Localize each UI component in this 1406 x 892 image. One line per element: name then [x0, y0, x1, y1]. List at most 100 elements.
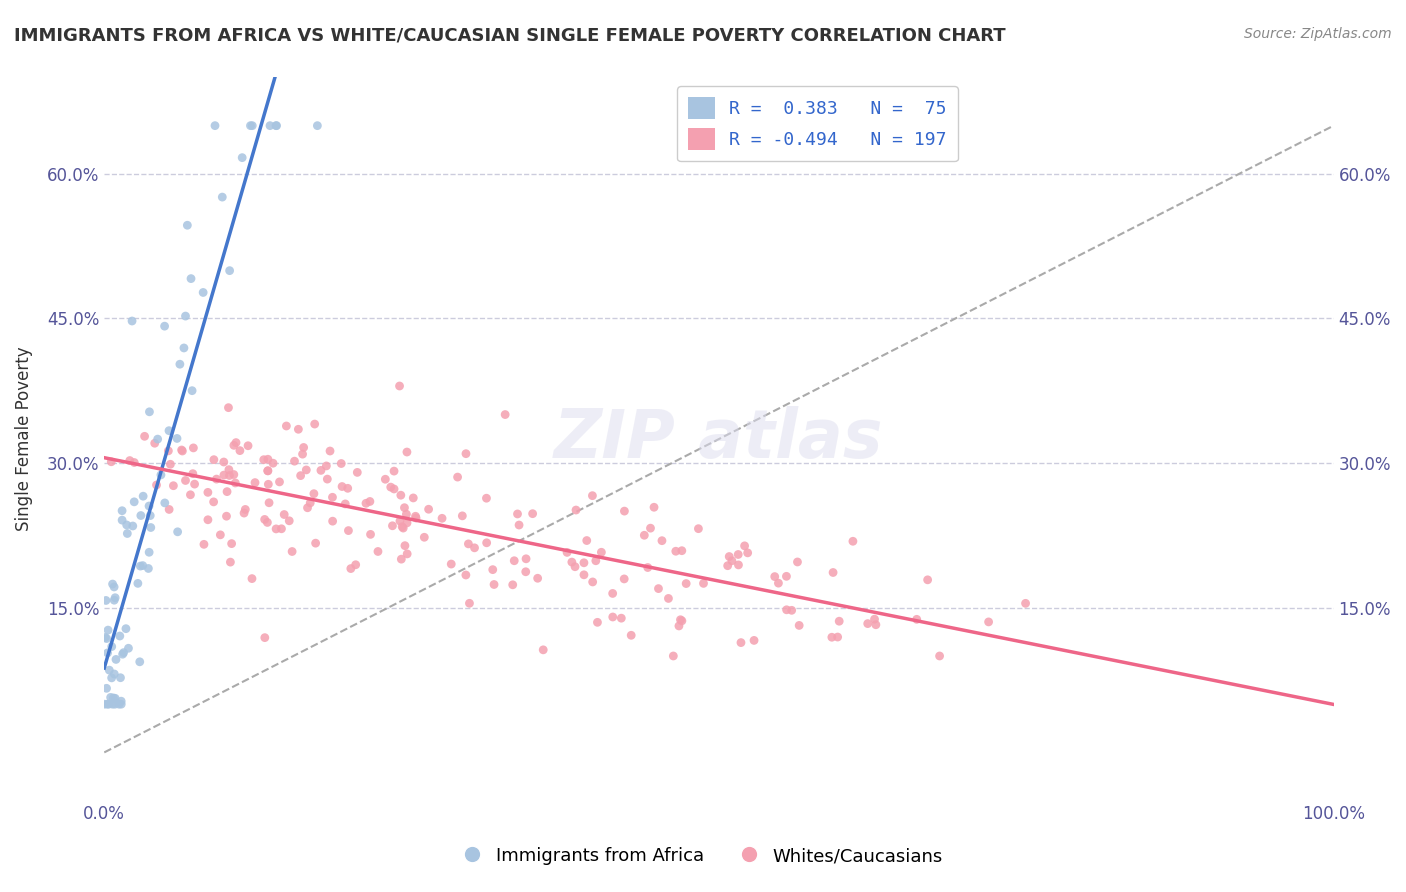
Point — [273, 508, 295, 522]
Point — [197, 485, 219, 500]
Point — [181, 384, 204, 398]
Point — [316, 472, 339, 486]
Point — [96, 646, 118, 660]
Point — [117, 641, 139, 656]
Point — [821, 630, 844, 644]
Point — [204, 119, 226, 133]
Point — [129, 508, 152, 523]
Point — [330, 479, 353, 493]
Point — [727, 558, 749, 572]
Point — [292, 441, 315, 455]
Point — [257, 477, 280, 491]
Point — [727, 548, 749, 562]
Point — [132, 558, 155, 573]
Point — [309, 463, 332, 477]
Point — [236, 439, 259, 453]
Point — [110, 694, 132, 708]
Point — [637, 560, 659, 574]
Point — [217, 401, 239, 415]
Point — [153, 496, 176, 510]
Point — [917, 573, 939, 587]
Point — [865, 617, 887, 632]
Point — [842, 534, 865, 549]
Point — [515, 565, 537, 579]
Point — [100, 640, 122, 654]
Point — [457, 537, 479, 551]
Point — [297, 500, 319, 515]
Point — [392, 521, 415, 535]
Text: IMMIGRANTS FROM AFRICA VS WHITE/CAUCASIAN SINGLE FEMALE POVERTY CORRELATION CHAR: IMMIGRANTS FROM AFRICA VS WHITE/CAUCASIA… — [14, 27, 1005, 45]
Point — [202, 495, 225, 509]
Point — [159, 457, 181, 471]
Point — [503, 554, 526, 568]
Point — [202, 452, 225, 467]
Point — [104, 652, 127, 666]
Y-axis label: Single Female Poverty: Single Female Poverty — [15, 347, 32, 532]
Point — [122, 456, 145, 470]
Point — [108, 629, 131, 643]
Point — [174, 474, 197, 488]
Point — [304, 417, 326, 431]
Point — [602, 586, 624, 600]
Point — [463, 541, 485, 555]
Point — [157, 502, 180, 516]
Point — [675, 576, 697, 591]
Point — [565, 503, 588, 517]
Point — [233, 506, 256, 520]
Point — [602, 610, 624, 624]
Point — [585, 554, 607, 568]
Point — [717, 558, 740, 573]
Point — [335, 497, 357, 511]
Point — [586, 615, 609, 630]
Point — [269, 475, 291, 489]
Legend: R =  0.383   N =  75, R = -0.494   N = 197: R = 0.383 N = 75, R = -0.494 N = 197 — [676, 87, 957, 161]
Point — [763, 569, 786, 583]
Point — [302, 486, 325, 500]
Point — [382, 464, 405, 478]
Legend: Immigrants from Africa, Whites/Caucasians: Immigrants from Africa, Whites/Caucasian… — [454, 838, 952, 874]
Point — [278, 514, 301, 528]
Point — [827, 630, 849, 644]
Point — [98, 663, 121, 677]
Point — [647, 582, 669, 596]
Point — [430, 511, 453, 525]
Point — [564, 559, 586, 574]
Point — [665, 544, 688, 558]
Point — [243, 475, 266, 490]
Point — [149, 467, 172, 482]
Point — [128, 655, 150, 669]
Point — [640, 521, 662, 535]
Point — [905, 612, 928, 626]
Point — [526, 571, 548, 585]
Point — [143, 436, 166, 450]
Point — [181, 467, 204, 481]
Point — [257, 496, 280, 510]
Point — [153, 319, 176, 334]
Point — [197, 513, 219, 527]
Point — [380, 480, 402, 494]
Point — [481, 563, 503, 577]
Point — [111, 504, 134, 518]
Point — [221, 536, 243, 550]
Point — [138, 545, 160, 559]
Point — [395, 516, 418, 530]
Point — [374, 472, 396, 486]
Point — [454, 568, 477, 582]
Point — [103, 593, 125, 607]
Point — [381, 518, 404, 533]
Point — [191, 285, 214, 300]
Point — [863, 612, 886, 626]
Point — [346, 466, 368, 480]
Point — [115, 622, 138, 636]
Point — [367, 544, 389, 558]
Point — [145, 478, 167, 492]
Point — [354, 496, 377, 510]
Point — [1014, 596, 1036, 610]
Point — [262, 456, 284, 470]
Point — [775, 603, 797, 617]
Point — [264, 119, 287, 133]
Point — [138, 561, 160, 575]
Point — [340, 561, 363, 575]
Point — [266, 119, 288, 133]
Point — [336, 481, 359, 495]
